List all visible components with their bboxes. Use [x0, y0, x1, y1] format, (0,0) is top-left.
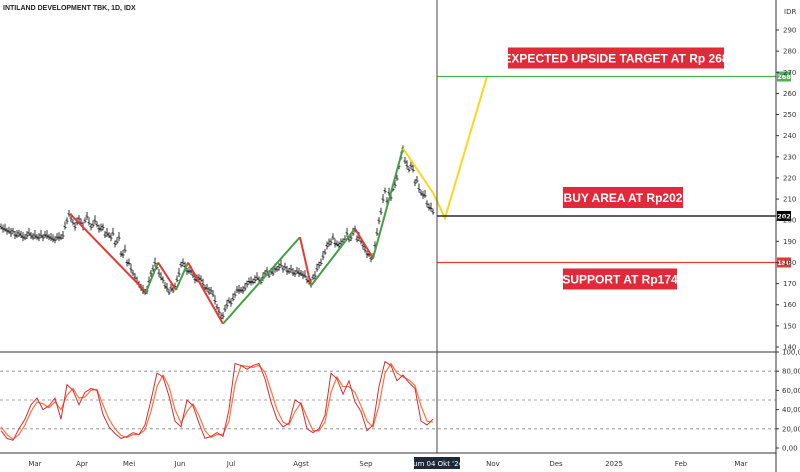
time-tick-label: Feb — [675, 460, 688, 468]
current-date-label: Jum 04 Okt '24 — [410, 460, 464, 468]
time-tick-label: Nov — [486, 460, 500, 468]
price-tick-label: 140 — [783, 344, 796, 352]
annotation-text: BUY AREA AT Rp202 — [564, 191, 683, 205]
stoch-d-line — [0, 362, 434, 441]
chart-title: INTILAND DEVELOPMENT TBK, 1D, IDX — [3, 5, 136, 12]
price-tick-label: 200 — [783, 217, 796, 225]
level-badge — [777, 210, 791, 221]
time-tick-label: Des — [549, 460, 563, 468]
price-tick-label: 210 — [783, 196, 796, 204]
zigzag-green — [175, 262, 189, 291]
time-tick-label: Sep — [359, 460, 373, 468]
level-lines: 268 202 180 — [437, 71, 791, 268]
price-tick-label: 290 — [783, 27, 796, 35]
current-date-badge — [414, 457, 460, 469]
time-tick-label: Mar — [734, 460, 747, 468]
price-tick-label: 280 — [783, 48, 796, 56]
stoch-tick-label: 40,00 — [782, 406, 800, 414]
price-tick-label: 260 — [783, 90, 796, 98]
price-tick-label: 250 — [783, 111, 796, 119]
level-badge — [777, 257, 791, 268]
annotation-text: SUPPORT AT Rp174 — [562, 272, 678, 286]
price-tick-label: 150 — [783, 322, 796, 330]
zigzag-green — [222, 236, 301, 325]
zigzag-red — [69, 213, 147, 293]
annotation-boxes: EXPECTED UPSIDE TARGET AT Rp 268 BUY AREA… — [503, 47, 729, 290]
annotation-box — [508, 47, 724, 69]
level-badge-label: 180 — [777, 259, 791, 267]
zigzag-red — [299, 236, 312, 286]
annotation-box — [563, 268, 677, 290]
price-tick-label: 230 — [783, 153, 796, 161]
currency-label: IDR — [784, 8, 796, 16]
level-badge-label: 268 — [777, 73, 791, 81]
price-tick-label: 180 — [783, 259, 796, 267]
price-tick-label: 270 — [783, 69, 796, 77]
zigzag-green — [372, 148, 404, 259]
stochastic-panel — [0, 360, 776, 441]
annotation-box — [563, 186, 683, 208]
price-tick-label: 220 — [783, 174, 796, 182]
zigzag-green — [145, 262, 159, 293]
zigzag-green — [310, 228, 356, 287]
price-tick-label: 240 — [783, 132, 796, 140]
level-badge — [777, 71, 791, 82]
zigzag-red — [187, 261, 224, 325]
stoch-tick-label: 0,00 — [782, 445, 798, 453]
zigzag-yellow — [402, 76, 488, 221]
price-tick-label: 190 — [783, 238, 796, 246]
time-tick-label: Jun — [174, 460, 186, 468]
time-tick-label: Agst — [293, 460, 309, 468]
stoch-tick-label: 20,00 — [782, 425, 800, 433]
price-tick-label: 160 — [783, 301, 796, 309]
time-tick-label: 2025 — [605, 460, 623, 468]
time-tick-label: Jul — [226, 460, 236, 468]
stoch-tick-label: 80,00 — [782, 368, 800, 376]
annotation-text: EXPECTED UPSIDE TARGET AT Rp 268 — [503, 51, 728, 65]
stoch-k-line — [0, 360, 434, 441]
time-tick-label: Mar — [28, 460, 41, 468]
zigzag-red — [354, 228, 374, 259]
stoch-tick-label: 100,00 — [782, 349, 800, 357]
zigzag-red — [157, 261, 177, 291]
time-tick-label: Apr — [76, 460, 88, 468]
time-tick-label: Mei — [123, 460, 135, 468]
swing-zigzag — [69, 76, 488, 325]
stoch-tick-label: 60,00 — [782, 387, 800, 395]
price-tick-label: 170 — [783, 280, 796, 288]
level-badge-label: 202 — [777, 212, 791, 220]
